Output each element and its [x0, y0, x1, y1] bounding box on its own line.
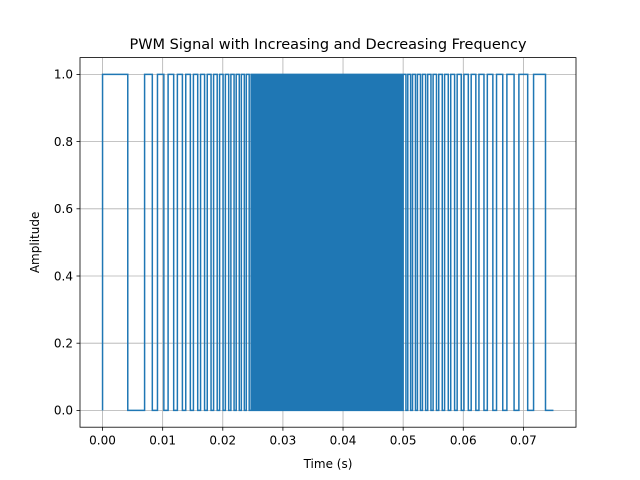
- x-tick-label: 0.06: [450, 434, 477, 448]
- axes-frame: [79, 57, 577, 428]
- x-tick-label: 0.07: [510, 434, 537, 448]
- chart-title: PWM Signal with Increasing and Decreasin…: [129, 37, 527, 53]
- x-tick-label: 0.01: [149, 434, 176, 448]
- y-axis-ticks: 0.0 0.2 0.4 0.6 0.8 1.0: [54, 68, 80, 418]
- y-tick-label: 0.4: [54, 269, 73, 283]
- x-tick-label: 0.05: [390, 434, 417, 448]
- x-tick-label: 0.03: [270, 434, 297, 448]
- x-axis-label: Time (s): [303, 457, 353, 471]
- y-tick-label: 0.8: [54, 135, 73, 149]
- y-axis-label: Amplitude: [28, 212, 42, 274]
- y-tick-label: 0.2: [54, 337, 73, 351]
- x-tick-label: 0.04: [330, 434, 357, 448]
- x-tick-label: 0.00: [89, 434, 116, 448]
- x-axis-ticks: 0.00 0.01 0.02 0.03 0.04 0.05 0.06 0.07: [89, 427, 537, 448]
- y-tick-label: 0.6: [54, 202, 73, 216]
- y-tick-label: 1.0: [54, 68, 73, 82]
- x-tick-label: 0.02: [209, 434, 236, 448]
- plot-area: [101, 73, 554, 412]
- pwm-signal-line: [101, 73, 554, 412]
- y-tick-label: 0.0: [54, 404, 73, 418]
